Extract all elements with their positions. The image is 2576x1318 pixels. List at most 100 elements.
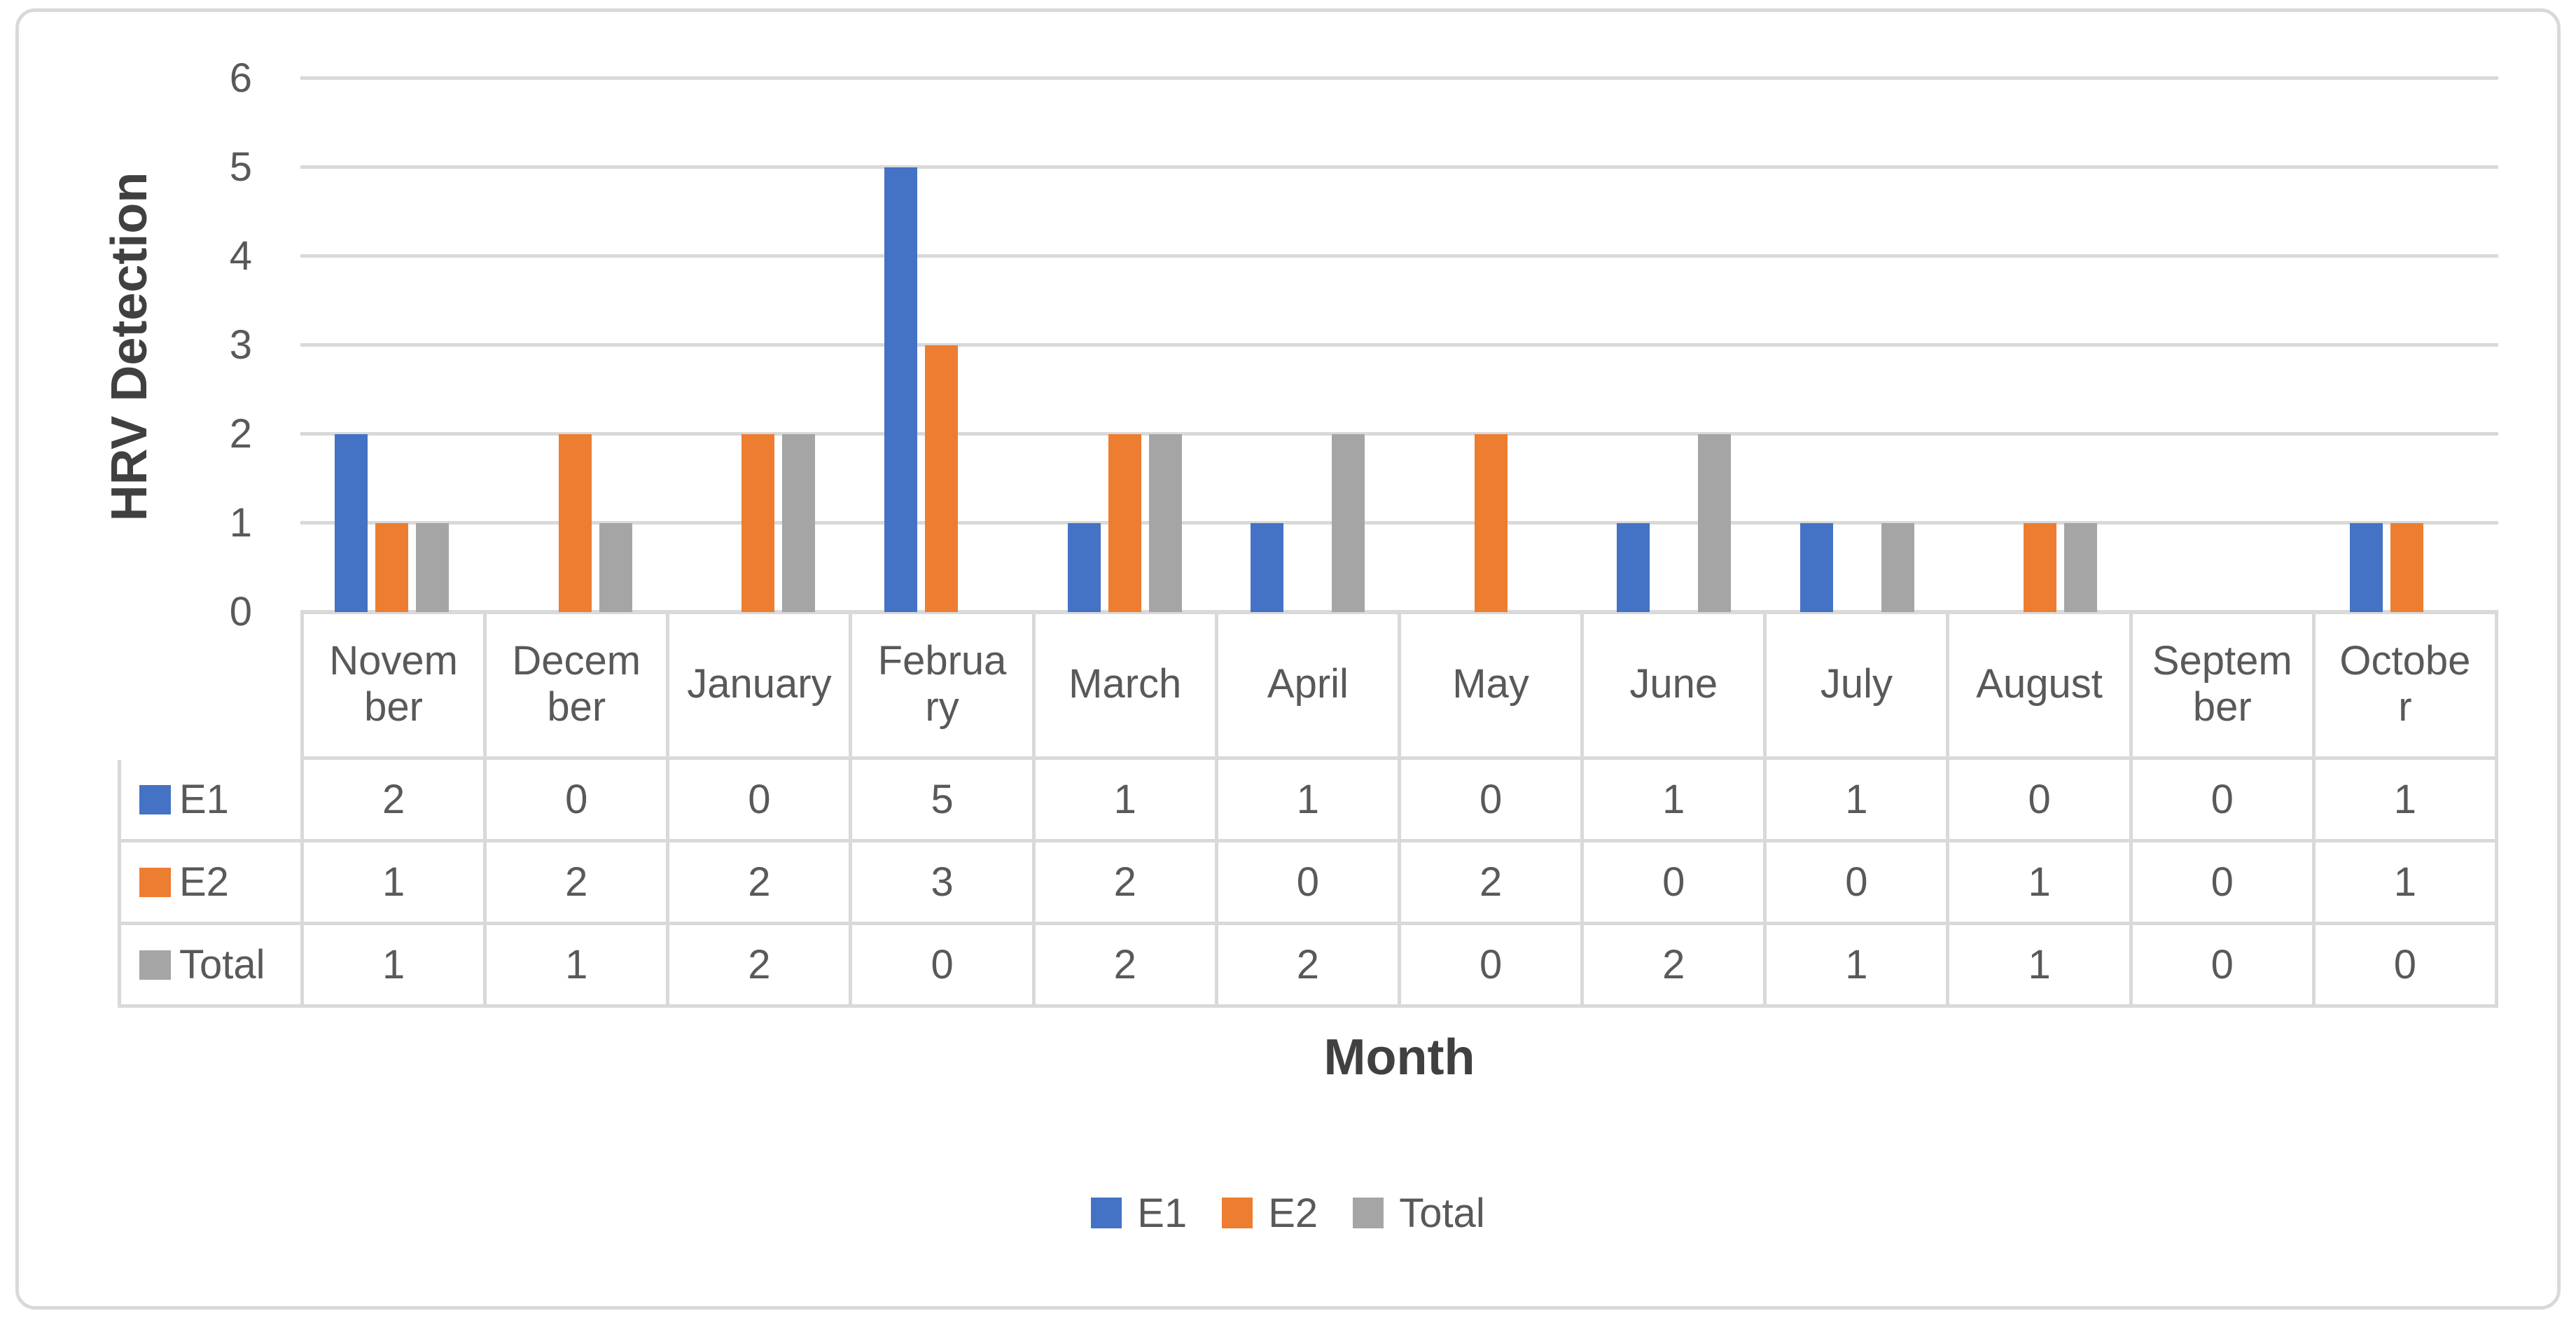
bar-e1-february <box>884 167 918 612</box>
legend-label-total: Total <box>1399 1190 1485 1236</box>
month-header-may: May <box>1401 612 1585 756</box>
gridline-y5 <box>300 165 2498 169</box>
bar-group-april <box>1216 78 1400 612</box>
gridline-y2 <box>300 432 2498 436</box>
series-name-total: Total <box>179 942 265 987</box>
bar-group-february <box>850 78 1033 612</box>
bar-total-april <box>1332 434 1365 612</box>
bar-e2-october <box>2390 523 2423 612</box>
bar-e1-april <box>1251 523 1284 612</box>
bar-total-december <box>599 523 632 612</box>
gridline-y1 <box>300 521 2498 525</box>
legend-swatch-e2 <box>1222 1198 1253 1228</box>
legend-item-e1: E1 <box>1091 1190 1187 1237</box>
bar-group-may <box>1399 78 1582 612</box>
y-tick-label-6: 6 <box>229 55 252 101</box>
bar-group-december <box>484 78 667 612</box>
table-value-total-december: 1 <box>487 925 670 1008</box>
bar-e2-january <box>742 434 775 612</box>
series-name-e2: E2 <box>179 859 229 905</box>
bar-e1-march <box>1067 523 1101 612</box>
bar-e1-june <box>1617 523 1650 612</box>
legend-swatch-e1 <box>1091 1198 1122 1228</box>
y-tick-label-4: 4 <box>229 233 252 279</box>
y-tick-label-2: 2 <box>229 411 252 457</box>
table-value-e1-february: 5 <box>852 760 1036 842</box>
month-header-july: July <box>1767 612 1950 756</box>
table-row-label-e2: E2 <box>121 842 304 925</box>
table-swatch-total <box>139 950 171 980</box>
table-value-e2-december: 2 <box>487 842 670 925</box>
bar-total-june <box>1698 434 1732 612</box>
table-value-e1-january: 0 <box>669 760 853 842</box>
legend-swatch-total <box>1353 1198 1384 1228</box>
table-row-label-total: Total <box>121 925 304 1008</box>
bar-group-september <box>2132 78 2316 612</box>
month-header-april: April <box>1218 612 1401 756</box>
table-value-e1-may: 0 <box>1400 760 1585 842</box>
table-value-total-july: 1 <box>1767 925 1950 1008</box>
table-value-total-june: 2 <box>1584 925 1767 1008</box>
month-header-october: Octobe r <box>2316 612 2498 756</box>
bar-group-june <box>1582 78 1766 612</box>
table-value-e1-june: 1 <box>1584 760 1767 842</box>
legend: E1 E2 Total <box>19 1188 2557 1237</box>
gridline-y3 <box>300 343 2498 347</box>
bar-group-october <box>2315 78 2498 612</box>
bar-total-august <box>2064 523 2098 612</box>
plot-area <box>300 76 2498 614</box>
table-row-label-e1: E1 <box>121 760 304 842</box>
table-value-e1-october: 1 <box>2315 760 2498 842</box>
gridline-y4 <box>300 254 2498 258</box>
y-tick-label-1: 1 <box>229 500 252 546</box>
table-value-total-september: 0 <box>2132 925 2316 1008</box>
table-value-e2-september: 0 <box>2132 842 2316 925</box>
table-value-e1-august: 0 <box>1949 760 2133 842</box>
table-value-e2-february: 3 <box>852 842 1036 925</box>
bar-total-january <box>782 434 816 612</box>
bar-group-july <box>1766 78 1949 612</box>
y-tick-label-5: 5 <box>229 144 252 190</box>
table-value-e1-march: 1 <box>1035 760 1218 842</box>
month-header-february: Februa ry <box>852 612 1036 756</box>
bar-group-january <box>667 78 850 612</box>
bar-group-november <box>300 78 484 612</box>
data-table: E1 2 0 0 5 1 1 0 1 1 0 0 1 E2 1 2 2 3 2 0 2 0 0 1 0 1 Total 1 1 2 0 2 2 0… <box>118 760 2498 1008</box>
legend-item-total: Total <box>1353 1190 1485 1237</box>
bar-group-march <box>1033 78 1216 612</box>
table-value-e1-july: 1 <box>1767 760 1950 842</box>
bar-e2-may <box>1474 434 1508 612</box>
table-value-e2-august: 1 <box>1949 842 2133 925</box>
table-value-e2-march: 2 <box>1035 842 1218 925</box>
bar-e1-october <box>2349 523 2383 612</box>
table-value-e1-september: 0 <box>2132 760 2316 842</box>
table-value-total-april: 2 <box>1218 925 1401 1008</box>
table-value-e2-january: 2 <box>669 842 853 925</box>
bar-e2-november <box>375 523 409 612</box>
table-swatch-e1 <box>139 784 171 814</box>
table-value-e2-april: 0 <box>1218 842 1401 925</box>
month-header-row: Novem ber Decem ber January Februa ry March A… <box>300 612 2498 760</box>
month-header-january: January <box>669 612 853 756</box>
legend-item-e2: E2 <box>1222 1190 1318 1237</box>
month-header-august: August <box>1949 612 2133 756</box>
table-value-e2-november: 1 <box>304 842 487 925</box>
table-value-total-february: 0 <box>852 925 1036 1008</box>
bar-total-march <box>1148 434 1182 612</box>
series-name-e1: E1 <box>179 777 229 822</box>
y-tick-label-0: 0 <box>229 589 252 634</box>
bar-e2-february <box>925 345 959 612</box>
table-swatch-e2 <box>139 867 171 897</box>
legend-label-e2: E2 <box>1268 1190 1318 1236</box>
bar-e1-november <box>335 434 368 612</box>
bar-e1-july <box>1799 523 1833 612</box>
table-value-e2-october: 1 <box>2315 842 2498 925</box>
bar-e2-august <box>2024 523 2057 612</box>
bar-columns <box>300 78 2498 612</box>
month-header-march: March <box>1036 612 1218 756</box>
month-header-november: Novem ber <box>304 612 487 756</box>
month-header-september: Septem ber <box>2133 612 2316 756</box>
table-value-total-november: 1 <box>304 925 487 1008</box>
table-value-e1-april: 1 <box>1218 760 1401 842</box>
